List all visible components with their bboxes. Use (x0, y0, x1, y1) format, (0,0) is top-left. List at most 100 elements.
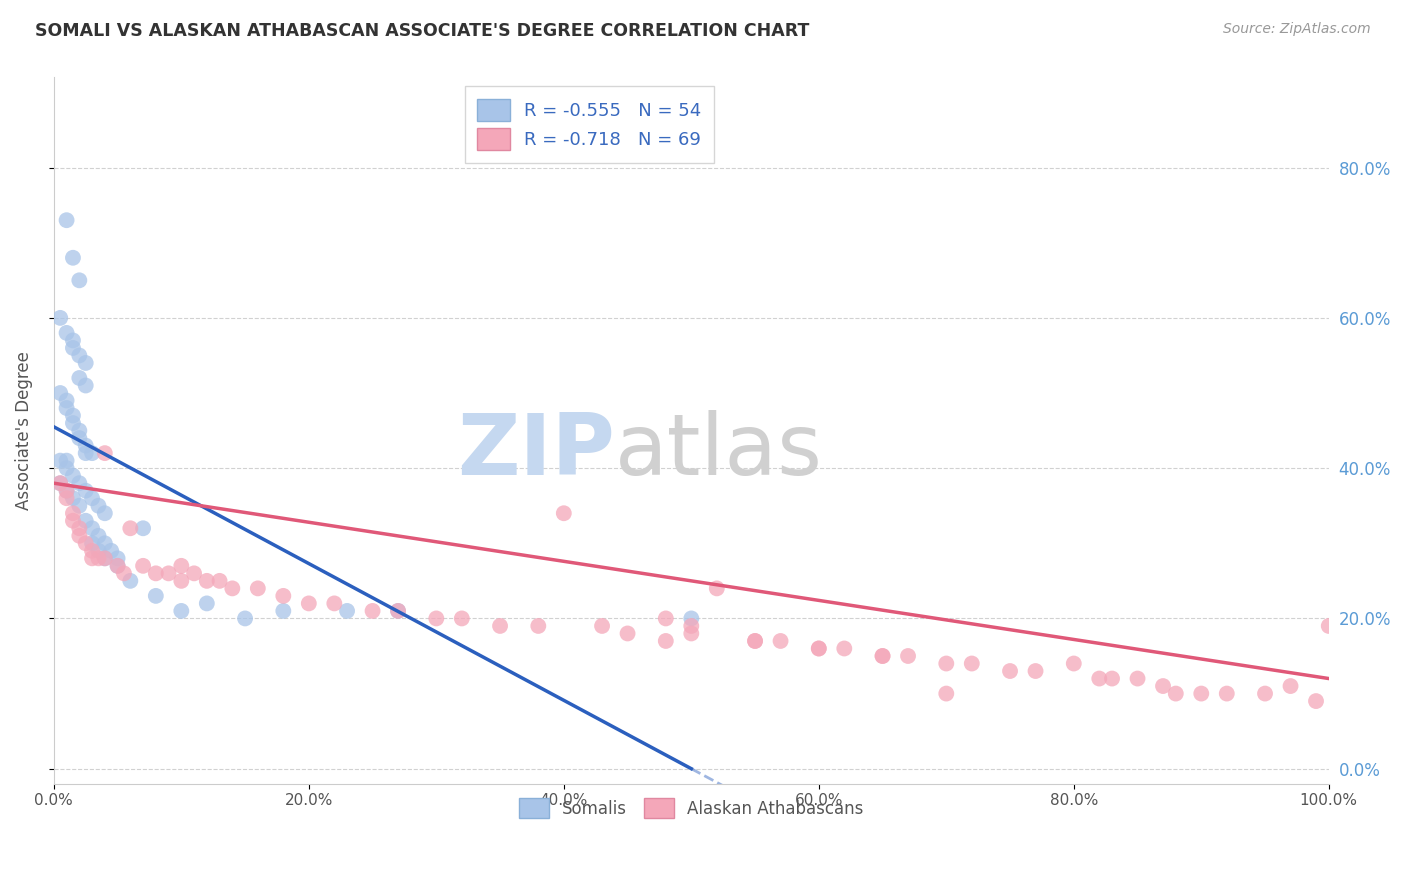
Point (323, 596, 346, 610)
Point (208, 574, 231, 588)
Point (273, 604, 295, 618)
Point (681, 619, 703, 633)
Point (1164, 687, 1187, 701)
Point (170, 558, 193, 573)
Point (80, 543, 103, 558)
Point (336, 604, 359, 618)
Point (55, 393, 77, 408)
Point (49, 476, 72, 491)
Point (132, 521, 155, 535)
Point (87, 529, 110, 543)
Point (67, 431, 90, 445)
Point (67, 521, 90, 535)
Text: ZIP: ZIP (457, 410, 614, 493)
Point (75, 536, 97, 550)
Point (132, 558, 155, 573)
Point (75, 378, 97, 392)
Point (807, 641, 830, 656)
Point (1254, 687, 1277, 701)
Point (62, 514, 84, 528)
Point (769, 634, 792, 648)
Point (681, 611, 703, 625)
Point (49, 310, 72, 325)
Point (87, 551, 110, 566)
Point (807, 641, 830, 656)
Point (55, 483, 77, 498)
Point (527, 619, 550, 633)
Point (62, 416, 84, 430)
Point (935, 687, 957, 701)
Point (75, 439, 97, 453)
Point (62, 468, 84, 483)
Point (935, 657, 957, 671)
Y-axis label: Associate's Degree: Associate's Degree (15, 351, 32, 510)
Point (1317, 619, 1340, 633)
Point (80, 551, 103, 566)
Point (1279, 679, 1302, 693)
Point (872, 648, 894, 663)
Point (80, 491, 103, 506)
Point (94, 536, 117, 550)
Point (170, 604, 193, 618)
Point (94, 446, 117, 460)
Point (246, 582, 269, 596)
Point (80, 536, 103, 550)
Point (49, 476, 72, 491)
Point (94, 506, 117, 520)
Point (80, 446, 103, 460)
Point (361, 604, 384, 618)
Point (450, 611, 472, 625)
Point (75, 514, 97, 528)
Point (387, 604, 409, 618)
Point (832, 641, 855, 656)
Point (67, 273, 90, 287)
Point (67, 371, 90, 385)
Point (94, 551, 117, 566)
Point (49, 453, 72, 467)
Point (998, 664, 1021, 678)
Point (62, 506, 84, 520)
Point (67, 424, 90, 438)
Point (67, 476, 90, 491)
Point (107, 551, 129, 566)
Point (273, 589, 295, 603)
Point (55, 491, 77, 506)
Point (195, 596, 218, 610)
Point (67, 499, 90, 513)
Point (655, 634, 678, 648)
Point (55, 483, 77, 498)
Point (553, 506, 575, 520)
Point (681, 626, 703, 640)
Point (62, 341, 84, 355)
Text: Source: ZipAtlas.com: Source: ZipAtlas.com (1223, 22, 1371, 37)
Point (120, 574, 142, 588)
Point (62, 409, 84, 423)
Point (616, 626, 638, 640)
Point (55, 326, 77, 340)
Point (425, 611, 447, 625)
Point (744, 634, 766, 648)
Point (1152, 679, 1174, 693)
Point (94, 551, 117, 566)
Point (87, 499, 110, 513)
Point (1216, 687, 1239, 701)
Point (67, 348, 90, 362)
Text: SOMALI VS ALASKAN ATHABASCAN ASSOCIATE'S DEGREE CORRELATION CHART: SOMALI VS ALASKAN ATHABASCAN ASSOCIATE'S… (35, 22, 810, 40)
Point (112, 566, 135, 581)
Text: atlas: atlas (614, 410, 823, 493)
Point (183, 566, 205, 581)
Point (170, 574, 193, 588)
Point (591, 619, 613, 633)
Point (655, 611, 678, 625)
Point (49, 386, 72, 401)
Point (1063, 657, 1085, 671)
Point (80, 521, 103, 535)
Point (233, 611, 256, 625)
Point (1189, 687, 1212, 701)
Point (55, 461, 77, 475)
Point (872, 648, 894, 663)
Point (960, 657, 983, 671)
Point (87, 543, 110, 558)
Point (1088, 672, 1111, 686)
Point (897, 648, 920, 663)
